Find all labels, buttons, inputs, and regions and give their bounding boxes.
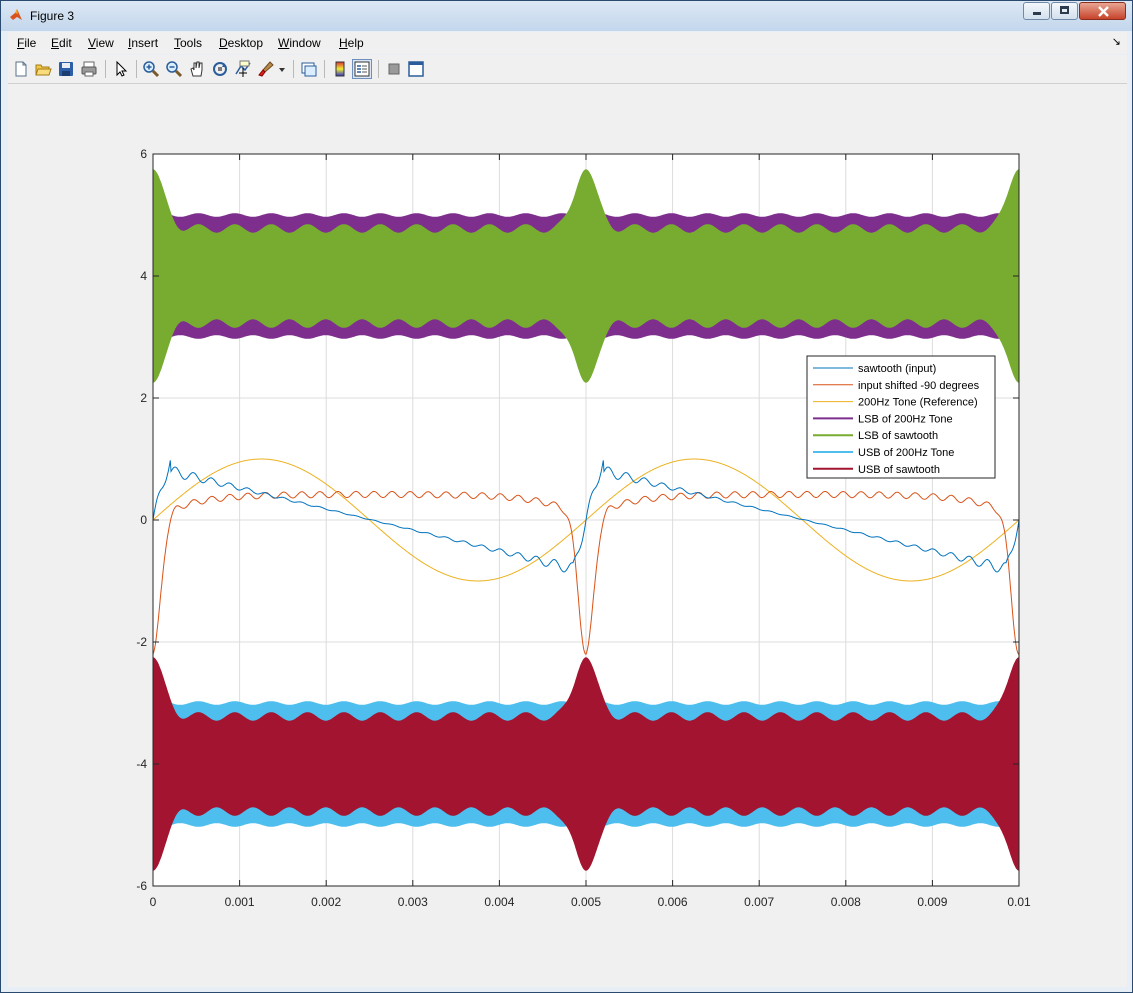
x-tick-label: 0.006 <box>658 895 688 909</box>
close-button[interactable] <box>1079 2 1126 20</box>
series-input-shifted[interactable] <box>152 490 1020 655</box>
window-title: Figure 3 <box>30 9 75 23</box>
toolbar-separator <box>105 60 106 78</box>
legend-entry-label: input shifted -90 degrees <box>858 380 980 392</box>
print-icon[interactable] <box>80 60 98 78</box>
menu-window[interactable]: Window <box>278 36 321 50</box>
plot-svg[interactable]: 0 0.001 0.002 0.003 0.004 0.005 0.006 0.007 0.00… <box>8 84 1127 987</box>
toolbar-separator <box>136 60 137 78</box>
y-tick-label: -2 <box>136 635 147 649</box>
maximize-button[interactable] <box>1051 2 1078 20</box>
y-tick-label: 6 <box>140 147 147 161</box>
x-tick-label: 0.005 <box>571 895 601 909</box>
menu-dock-arrow-icon[interactable]: ↘ <box>1111 36 1121 48</box>
x-tick-label: 0.007 <box>744 895 774 909</box>
minimize-icon <box>1033 12 1041 15</box>
save-icon[interactable] <box>57 60 75 78</box>
new-figure-icon[interactable] <box>12 60 30 78</box>
menu-view[interactable]: View <box>88 36 114 50</box>
x-tick-label: 0.001 <box>225 895 255 909</box>
toolbar-separator <box>324 60 325 78</box>
x-tick-label: 0.002 <box>311 895 341 909</box>
minimize-button[interactable] <box>1023 2 1050 20</box>
brush-icon[interactable] <box>257 60 275 78</box>
show-plot-tools-icon[interactable] <box>407 60 425 78</box>
menu-tools[interactable]: Tools <box>174 36 203 50</box>
toolbar-separator <box>293 60 294 78</box>
legend-entry-label: 200Hz Tone (Reference) <box>858 397 978 409</box>
matlab-logo-icon <box>10 9 22 20</box>
figure-canvas: 0 0.001 0.002 0.003 0.004 0.005 0.006 0.007 0.00… <box>8 84 1127 987</box>
y-tick-label: 2 <box>140 391 147 405</box>
legend-entry-label: sawtooth (input) <box>858 363 936 375</box>
menu-desktop[interactable]: Desktop <box>219 36 264 50</box>
y-tick-label: 4 <box>140 269 147 283</box>
x-tick-label: 0.003 <box>398 895 428 909</box>
insert-colorbar-icon[interactable] <box>331 60 349 78</box>
x-tick-label: 0.004 <box>484 895 514 909</box>
maximize-icon <box>1060 6 1069 14</box>
menu-help[interactable]: Help <box>339 36 364 50</box>
legend-box[interactable] <box>806 355 996 479</box>
toolbar-separator <box>378 60 379 78</box>
y-tick-label: -6 <box>136 879 147 893</box>
menu-bar: File Edit View Insert Tools Desktop Wind… <box>8 32 1127 54</box>
figure-toolbar <box>8 55 1127 84</box>
data-cursor-icon[interactable] <box>234 60 252 78</box>
insert-legend-icon[interactable] <box>352 59 372 79</box>
x-tick-label: 0.008 <box>831 895 861 909</box>
zoom-out-icon[interactable] <box>165 60 183 78</box>
menu-edit[interactable]: Edit <box>51 36 72 50</box>
legend-entry-label: LSB of sawtooth <box>858 430 938 442</box>
y-tick-label: 0 <box>140 513 147 527</box>
series-usb-sawtooth[interactable] <box>153 657 1019 871</box>
edit-plot-arrow-icon[interactable] <box>112 60 130 78</box>
menu-file[interactable]: File <box>17 36 37 50</box>
close-icon <box>1098 6 1109 17</box>
zoom-in-icon[interactable] <box>142 60 160 78</box>
title-bar[interactable]: Figure 3 <box>1 1 1132 31</box>
legend-entry-label: USB of sawtooth <box>858 464 940 476</box>
rotate-3d-icon[interactable] <box>211 60 229 78</box>
legend-entry-label: LSB of 200Hz Tone <box>858 413 953 425</box>
legend-entry-label: USB of 200Hz Tone <box>858 447 954 459</box>
series-sawtooth-input[interactable] <box>152 460 1020 573</box>
menu-insert[interactable]: Insert <box>128 36 159 50</box>
open-file-icon[interactable] <box>34 60 52 78</box>
pan-hand-icon[interactable] <box>188 60 206 78</box>
hide-plot-tools-icon[interactable] <box>385 60 403 78</box>
y-tick-label: -4 <box>136 757 147 771</box>
x-tick-label: 0.009 <box>917 895 947 909</box>
x-tick-label: 0.01 <box>1007 895 1031 909</box>
x-tick-label: 0 <box>150 895 157 909</box>
link-plot-icon[interactable] <box>300 60 318 78</box>
brush-dropdown-icon[interactable] <box>277 60 287 78</box>
series-lsb-sawtooth[interactable] <box>153 169 1019 383</box>
